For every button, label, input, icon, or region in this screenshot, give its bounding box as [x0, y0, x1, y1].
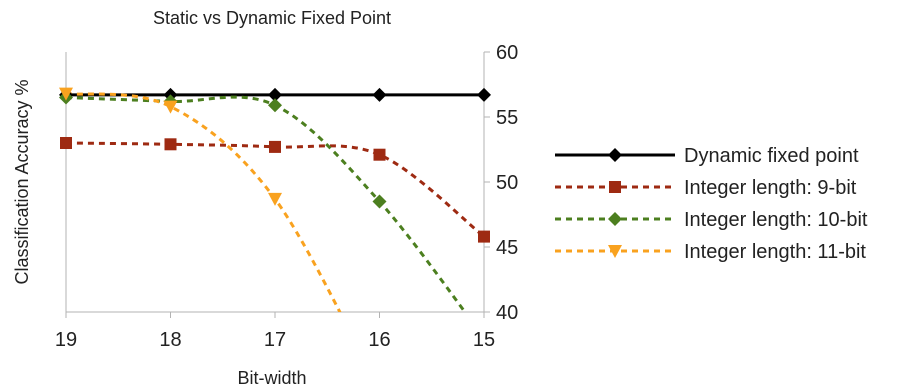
x-tick-label: 18	[159, 329, 181, 351]
x-tick-label: 19	[55, 329, 77, 351]
series-line-3	[66, 92, 342, 312]
legend-swatch-marker	[608, 245, 622, 258]
chart-title: Static vs Dynamic Fixed Point	[153, 8, 391, 28]
series-3-point	[163, 100, 178, 114]
legend-swatch-marker	[608, 148, 622, 162]
series-1-point	[164, 138, 177, 151]
legend-label: Integer length: 9-bit	[684, 177, 857, 199]
x-tick-label: 16	[368, 329, 390, 351]
y-tick-label: 45	[496, 237, 518, 259]
legend-swatch-marker	[608, 212, 622, 226]
series-1-point	[373, 148, 386, 161]
legend: Dynamic fixed point Integer length: 9-bit…	[555, 145, 868, 263]
series-1-point	[60, 137, 72, 149]
series-2-point	[268, 98, 282, 113]
series-line-2	[66, 95, 467, 312]
marker-layer	[59, 87, 491, 243]
y-tick-label: 50	[496, 172, 518, 194]
legend-label: Integer length: 11-bit	[684, 241, 866, 263]
series-0-point	[372, 87, 387, 102]
legend-label: Dynamic fixed point	[684, 145, 859, 167]
series-2-point	[372, 194, 387, 209]
legend-swatch-marker	[609, 181, 621, 193]
legend-label: Integer length: 10-bit	[684, 209, 868, 231]
series-1-point	[269, 140, 281, 153]
y-tick-label: 60	[496, 42, 518, 64]
y-tick-label: 55	[496, 107, 518, 129]
x-axis-title: Bit-width	[237, 368, 306, 388]
series-0-point	[268, 87, 282, 102]
series-3-point	[59, 87, 73, 101]
y-axis-title: Classification Accuracy %	[12, 79, 32, 284]
series-line-1	[66, 141, 484, 238]
series-3-point	[268, 192, 282, 206]
x-tick-label: 17	[264, 329, 286, 351]
y-tick-label: 40	[496, 302, 518, 324]
x-tick-label: 15	[473, 329, 495, 351]
series-0-point	[477, 87, 491, 102]
series-1-point	[478, 230, 490, 243]
